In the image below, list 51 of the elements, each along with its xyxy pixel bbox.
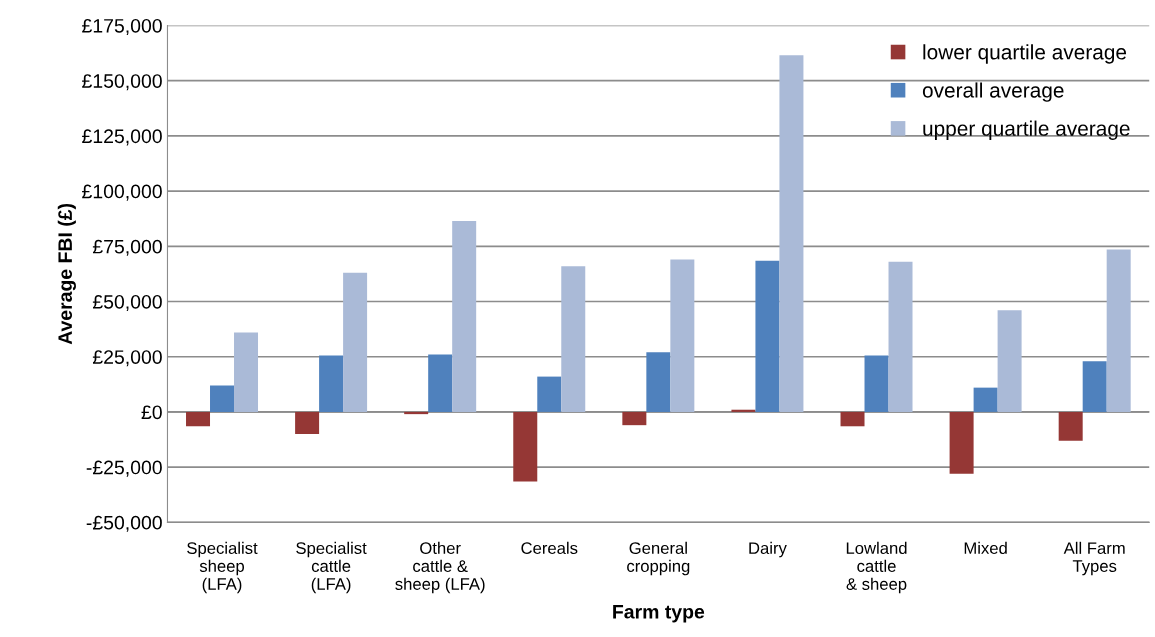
bar [234,332,259,412]
y-axis-title: Average FBI (£) [57,203,76,345]
y-tick-label: £100,000 [82,184,162,201]
legend-label: upper quartile average [923,120,1130,140]
x-tick-label: Specialist cattle (LFA) [296,541,367,594]
bar [622,411,647,426]
bar [840,411,865,427]
y-tick-label: £175,000 [82,18,162,36]
bar [210,385,235,412]
legend-label: lower quartile average [923,44,1127,64]
y-tick-label: £125,000 [82,129,162,146]
bar [731,409,756,412]
bar [755,260,780,412]
y-tick-label: £75,000 [92,239,162,256]
bar [343,272,368,412]
y-tick-label: £50,000 [92,294,162,312]
bar [997,310,1022,412]
bar [779,55,804,412]
y-tick-label: £0 [141,405,162,420]
bar [186,411,211,427]
bar [888,261,913,412]
bar [561,266,586,412]
bar [949,411,974,474]
bar [1082,361,1107,412]
bar [404,411,429,415]
bar [295,411,320,435]
y-tick-label: £150,000 [82,74,162,91]
bar [864,355,889,412]
legend-label: overall average [922,82,1064,102]
bar [452,220,477,412]
x-tick-label: Other cattle & sheep (LFA) [395,541,485,594]
y-tick-label: -£50,000 [86,515,162,532]
bar [428,354,453,412]
x-tick-label: Cereals [521,541,578,555]
x-tick-label: Mixed [964,541,1007,555]
x-tick-label: All Farm Types [1063,541,1125,576]
bar [1106,249,1131,412]
x-tick-label: Lowland cattle & sheep [846,541,907,594]
y-tick-label: -£25,000 [86,460,162,477]
y-tick-label: £25,000 [92,350,162,367]
bar [1058,411,1083,441]
x-tick-label: Dairy [749,541,787,558]
bar [537,376,562,412]
bar [513,411,538,482]
bar [646,352,671,412]
bar [319,355,344,412]
x-axis-title: Farm type [613,605,705,623]
x-tick-label: Specialist sheep (LFA) [187,541,258,594]
x-tick-label: General cropping [627,541,690,576]
bar [973,387,998,412]
bar [670,259,695,412]
